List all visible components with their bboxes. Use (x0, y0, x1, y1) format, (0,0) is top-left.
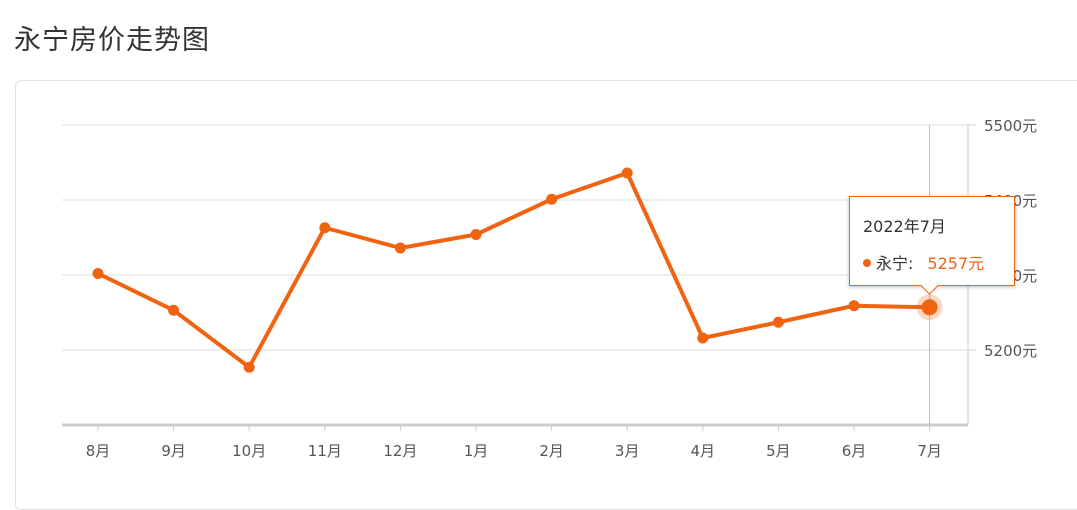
page-title: 永宁房价走势图 (14, 25, 210, 56)
x-tick-label: 1月 (464, 442, 489, 460)
x-tick-label: 2月 (539, 442, 564, 460)
tooltip-series-label: 永宁: (876, 254, 914, 273)
x-tick-label: 11月 (308, 442, 342, 460)
data-point (394, 242, 406, 254)
x-tick-label: 12月 (383, 442, 417, 460)
data-point (168, 304, 180, 316)
grid-lines (62, 124, 968, 425)
data-point (848, 300, 860, 312)
data-point-highlighted (921, 299, 938, 316)
x-tick-label: 7月 (917, 442, 942, 460)
axes (62, 124, 976, 431)
series-layer (92, 167, 943, 373)
tooltip-date: 2022年7月 (863, 217, 946, 236)
x-tick-label: 4月 (691, 442, 716, 460)
data-point (470, 229, 482, 240)
data-point (243, 361, 255, 373)
y-tick-label: 5500元 (984, 117, 1037, 135)
series-line (96, 171, 932, 370)
y-tick-label: 5200元 (984, 342, 1037, 360)
series-dot-icon (863, 259, 871, 267)
chart-panel (15, 80, 1077, 510)
x-tick-label: 10月 (232, 442, 266, 460)
x-tick-label: 5月 (766, 442, 791, 460)
axis-labels: 5200元5300元5400元5500元8月9月10月11月12月1月2月3月4… (86, 117, 1037, 460)
tooltip-row: 永宁: 5257元 (863, 250, 984, 274)
data-point (319, 222, 331, 234)
x-tick-label: 6月 (842, 442, 867, 460)
data-point (92, 268, 104, 279)
data-point (697, 332, 709, 344)
tooltip-value: 5257元 (927, 254, 985, 273)
data-tooltip: 2022年7月 永宁: 5257元 (849, 196, 1015, 295)
data-point (772, 316, 784, 328)
x-tick-label: 8月 (86, 442, 111, 460)
data-point (621, 167, 633, 179)
x-tick-label: 3月 (615, 442, 640, 460)
data-point (546, 193, 558, 205)
price-trend-chart: 5200元5300元5400元5500元8月9月10月11月12月1月2月3月4… (62, 117, 1037, 460)
x-tick-label: 9月 (161, 442, 186, 460)
